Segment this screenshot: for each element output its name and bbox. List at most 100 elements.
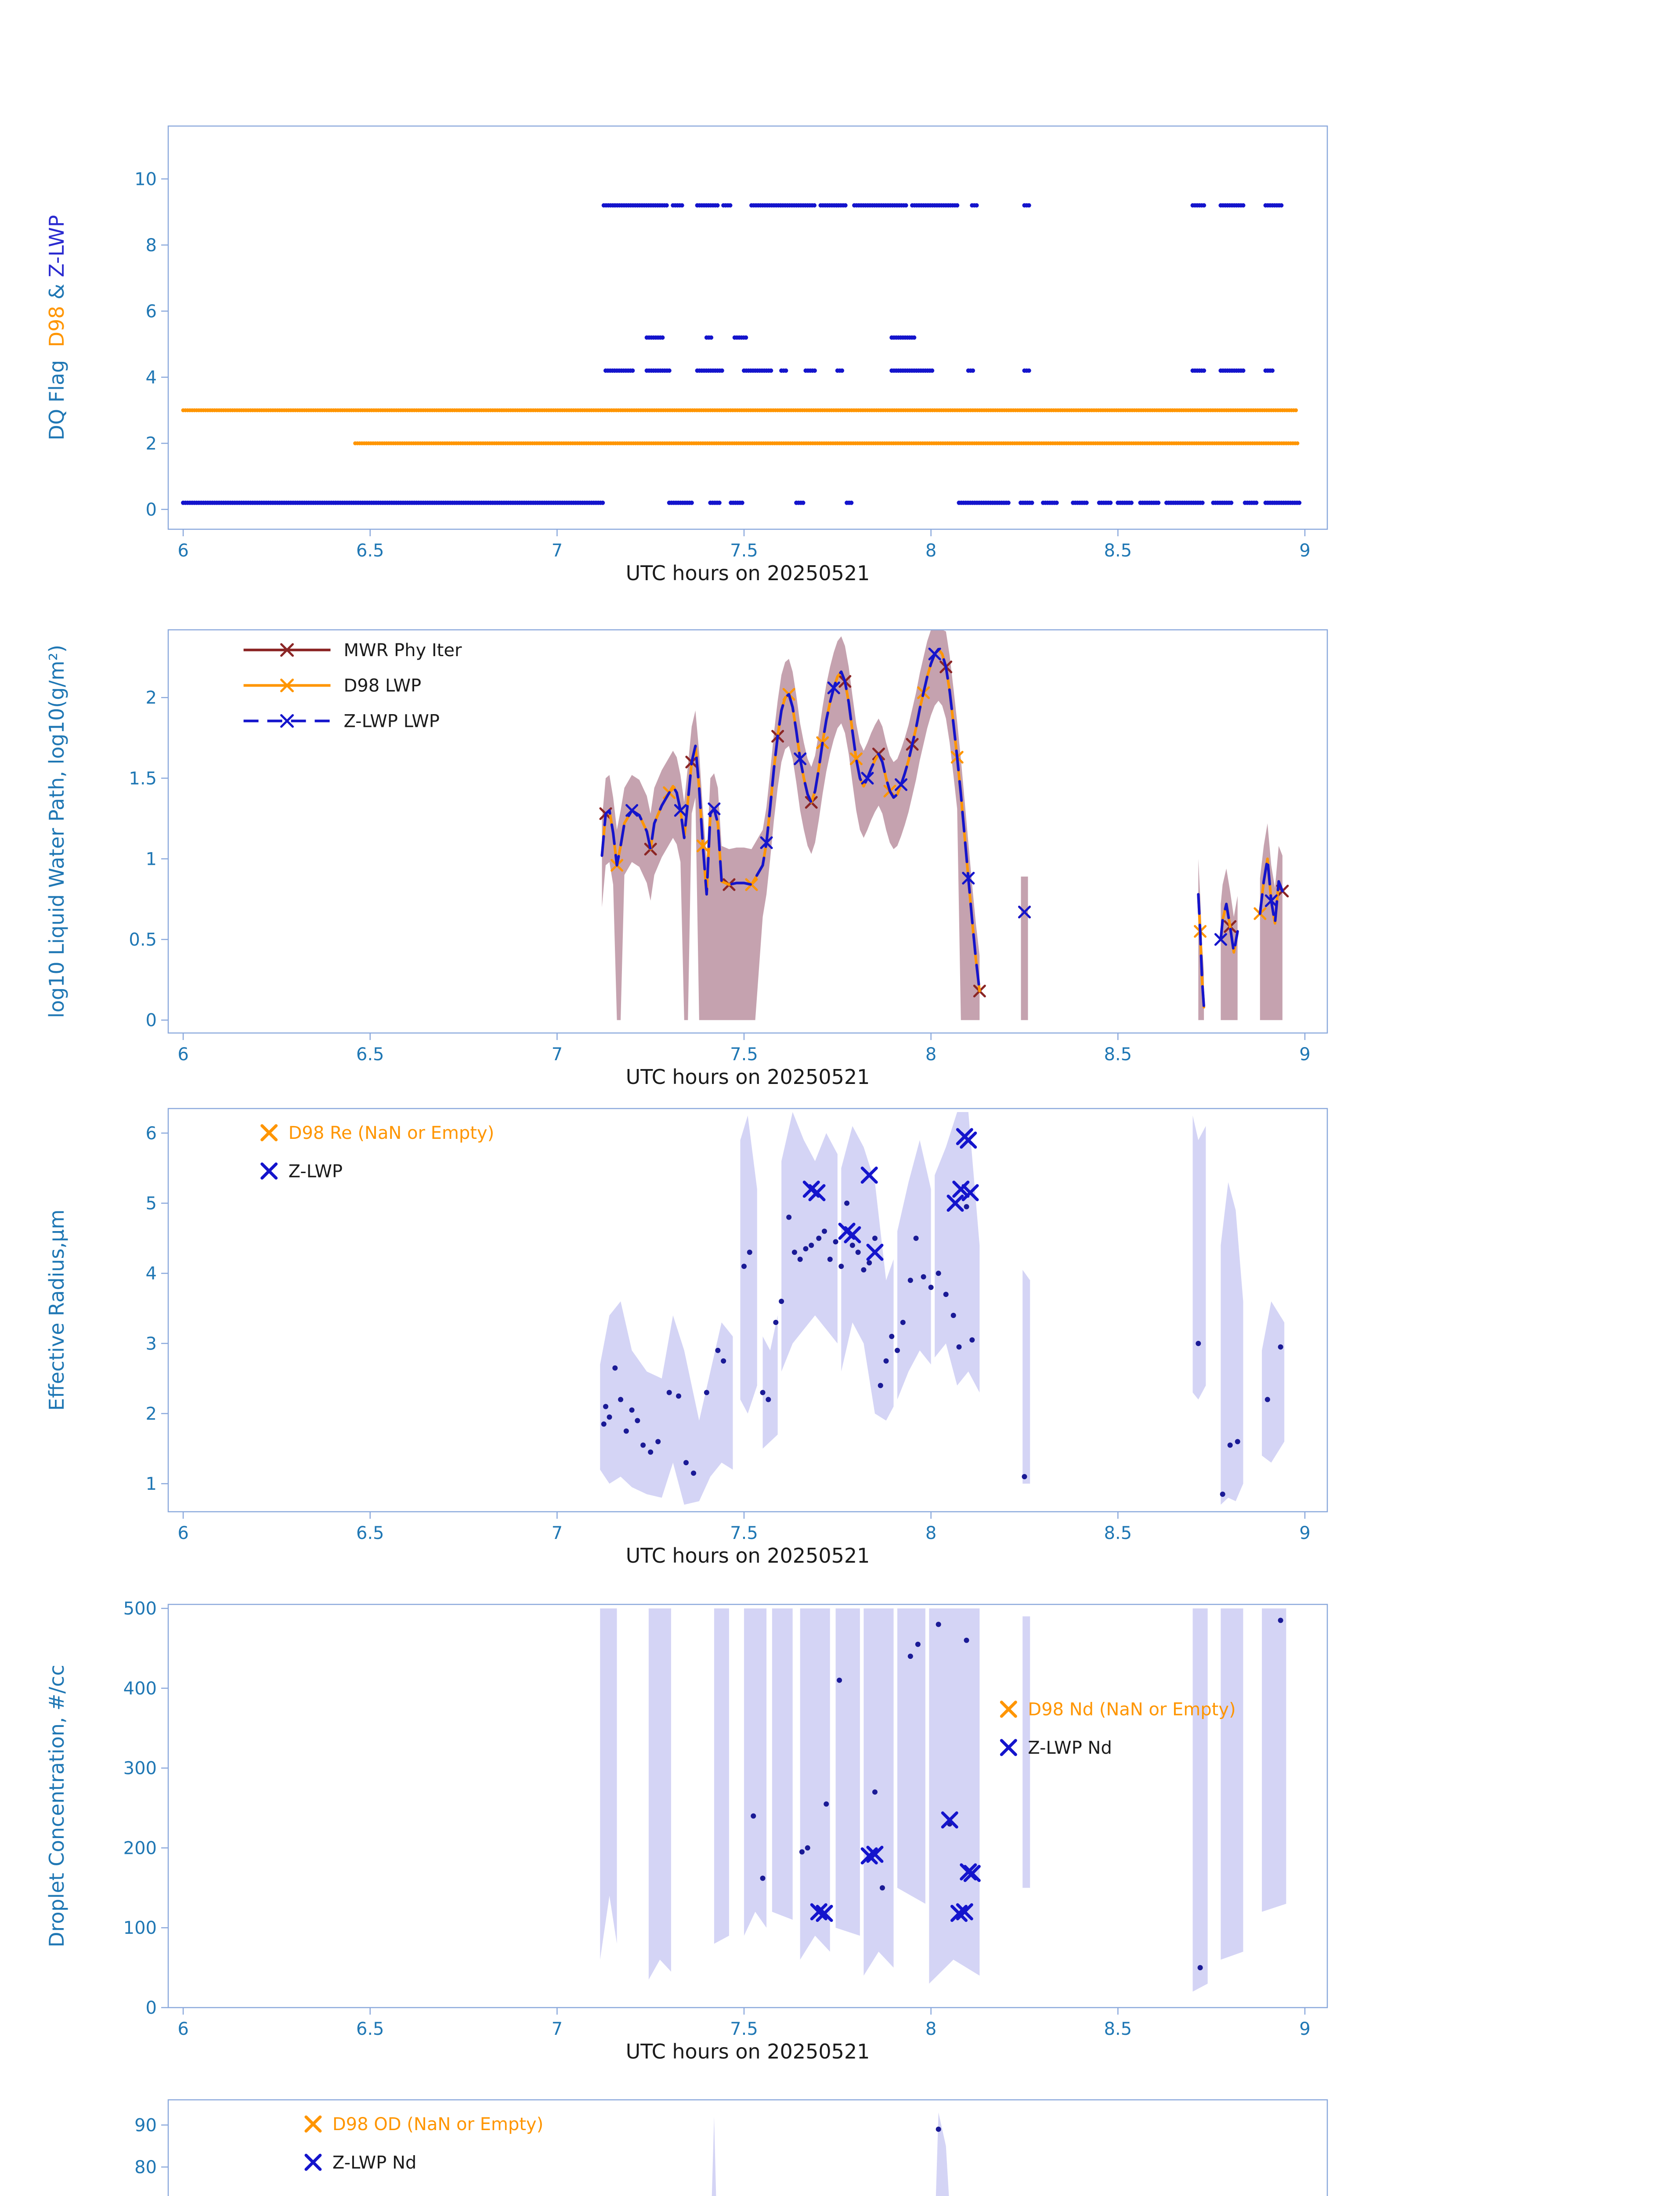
y-tick-label: 3 — [146, 1334, 157, 1354]
y-tick-label: 1 — [146, 849, 157, 869]
zlwp-flag-0-dot — [1200, 500, 1205, 505]
data-point — [721, 1358, 726, 1364]
data-point — [683, 1460, 689, 1466]
data-point — [1278, 1618, 1283, 1623]
zlwp-lwp-line-marker — [1265, 894, 1278, 907]
data-point — [760, 1875, 766, 1881]
data-point — [964, 1637, 969, 1643]
zlwp-flag-0-dot — [1156, 500, 1161, 505]
zlwp-flag-4-dot — [719, 368, 724, 373]
uncertainty-band — [744, 1608, 767, 1936]
zlwp-flag-9-dot — [974, 203, 979, 208]
x-tick-label: 9 — [1299, 1044, 1310, 1065]
legend-marker-sample — [280, 679, 294, 693]
uncertainty-band — [1262, 1608, 1286, 1912]
y-tick-label: 2 — [146, 688, 157, 708]
data-point — [872, 1789, 878, 1795]
legend-label: Z-LWP Nd — [1028, 1738, 1112, 1758]
axes-frame — [167, 2099, 1328, 2196]
d98-flag-3-dot — [1293, 408, 1298, 412]
uncertainty-band — [841, 1126, 894, 1421]
data-point — [779, 1299, 784, 1304]
x-axis-label: UTC hours on 20250521 — [626, 561, 870, 585]
data-point — [895, 1347, 900, 1353]
data-point — [704, 1390, 709, 1395]
d98-lwp-line-marker — [849, 752, 863, 766]
zlwp-x-marker — [808, 1184, 826, 1202]
data-point — [655, 1439, 661, 1445]
data-point — [833, 1239, 838, 1245]
zlwp-flag-4-dot — [1202, 368, 1207, 373]
zlwp-flag-0-dot — [1129, 500, 1134, 505]
legend-label: D98 Nd (NaN or Empty) — [1028, 1700, 1236, 1720]
data-point — [921, 1274, 926, 1280]
x-tick-label: 7.5 — [730, 2019, 758, 2039]
data-point — [907, 1654, 913, 1659]
zlwp-flag-4-dot — [667, 368, 672, 373]
uncertainty-band — [714, 1608, 729, 1944]
x-tick-label: 6.5 — [356, 2019, 384, 2039]
data-point — [1265, 1397, 1270, 1402]
zlwp-flag-5-dot — [912, 335, 917, 340]
zlwp-flag-0-dot — [1006, 500, 1011, 505]
legend-label: D98 OD (NaN or Empty) — [332, 2114, 543, 2135]
zlwp-flag-4-dot — [784, 368, 788, 373]
data-point — [883, 1358, 889, 1364]
zlwp-flag-5-dot — [744, 335, 748, 340]
d98-flag-2-dot — [1295, 441, 1300, 445]
zlwp-flag-4-dot — [840, 368, 845, 373]
y-tick-label: 6 — [146, 1123, 157, 1144]
y-axis-label: log10 Liquid Water Path, log10(g/m²) — [45, 645, 69, 1018]
x-tick-label: 8.5 — [1104, 1044, 1132, 1065]
y-axis-label: Droplet Concentration, #/cc — [45, 1665, 69, 1947]
x-tick-label: 9 — [1299, 541, 1310, 561]
legend-label: D98 Re (NaN or Empty) — [289, 1123, 495, 1143]
data-point — [791, 1250, 797, 1255]
x-tick-label: 8 — [925, 1044, 936, 1065]
x-tick-label: 8 — [925, 2019, 936, 2039]
uncertainty-band — [1192, 1608, 1208, 1992]
y-tick-label: 5 — [146, 1194, 157, 1214]
x-tick-label: 6.5 — [356, 541, 384, 561]
zlwp-flag-9-dot — [1241, 203, 1246, 208]
zlwp-flag-0-dot — [849, 500, 854, 505]
data-point — [915, 1641, 921, 1647]
zlwp-lwp-line-marker — [625, 804, 639, 817]
x-tick-label: 7 — [552, 1044, 563, 1065]
zlwp-flag-9-dot — [1202, 203, 1207, 208]
zlwp-lwp-line-marker — [895, 778, 908, 791]
legend-marker-sample — [280, 714, 294, 728]
data-point — [629, 1407, 635, 1413]
zlwp-x-marker — [844, 1226, 861, 1243]
zlwp-flag-0-dot — [1229, 500, 1234, 505]
data-point — [676, 1393, 682, 1399]
zlwp-lwp-line-marker — [827, 681, 840, 694]
data-point — [1227, 1442, 1233, 1448]
zlwp-lwp-line — [600, 648, 1284, 1009]
y-tick-label: 0 — [146, 500, 157, 520]
data-point — [603, 1404, 609, 1409]
x-tick-label: 9 — [1299, 2019, 1310, 2039]
x-tick-label: 7 — [552, 1523, 563, 1543]
legend-marker-sample — [260, 1124, 278, 1141]
data-point — [623, 1428, 629, 1434]
zlwp-flag-0-dot — [1108, 500, 1113, 505]
data-point — [889, 1333, 895, 1339]
uncertainty-band — [740, 1115, 757, 1414]
zlwp-x-marker — [960, 1131, 977, 1149]
uncertainty-band — [1022, 1616, 1030, 1888]
panel-optical-depth: 66.577.588.590102030405060708090UTC hour… — [134, 2099, 1328, 2196]
data-point — [618, 1397, 624, 1402]
zlwp-flag-9-dot — [679, 203, 684, 208]
uncertainty-band — [712, 2117, 716, 2196]
data-point — [928, 1285, 934, 1290]
zlwp-flag-4-dot — [812, 368, 817, 373]
axes-frame — [167, 1108, 1328, 1513]
zlwp-x-marker — [952, 1181, 970, 1198]
x-tick-label: 8 — [925, 1523, 936, 1543]
zlwp-flag-0-dot — [801, 500, 806, 505]
zlwp-lwp-line-marker — [1018, 906, 1031, 919]
y-tick-label: 300 — [123, 1759, 157, 1779]
zlwp-flag-4-dot — [1026, 368, 1031, 373]
